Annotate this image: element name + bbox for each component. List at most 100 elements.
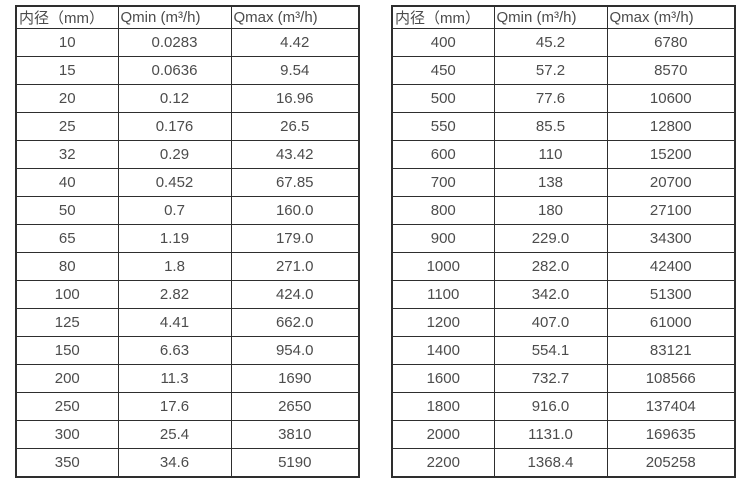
table-cell: 732.7 [493,363,608,393]
table-row: 20 0.12 16.96 [15,83,360,113]
table-cell: 150 [15,335,119,365]
table-cell: 0.12 [117,83,232,113]
table-cell: 1690 [230,363,360,393]
table-row: 1400 554.1 83121 [391,335,736,365]
table-row: 65 1.19 179.0 [15,223,360,253]
header-row: 内径（mm） Qmin (m³/h) Qmax (m³/h) [391,5,736,29]
table-cell: 43.42 [230,139,360,169]
table-cell: 160.0 [230,195,360,225]
table-cell: 662.0 [230,307,360,337]
table-row: 1800 916.0 137404 [391,391,736,421]
table-row: 2200 1368.4 205258 [391,447,736,478]
table-cell: 250 [15,391,119,421]
table-cell: 12800 [606,111,736,141]
table-cell: 15200 [606,139,736,169]
table-cell: 600 [391,139,495,169]
table-cell: 205258 [606,447,736,478]
table-row: 200 11.3 1690 [15,363,360,393]
table-cell: 25 [15,111,119,141]
table-cell: 0.452 [117,167,232,197]
column-header: Qmin (m³/h) [117,5,232,29]
table-row: 450 57.2 8570 [391,55,736,85]
table-cell: 6.63 [117,335,232,365]
table-row: 400 45.2 6780 [391,28,736,57]
table-cell: 1100 [391,279,495,309]
table-cell: 45.2 [493,28,608,57]
table-cell: 6780 [606,28,736,57]
table-cell: 0.176 [117,111,232,141]
table-cell: 20700 [606,167,736,197]
column-header: 内径（mm） [15,5,119,29]
table-cell: 954.0 [230,335,360,365]
table-cell: 3810 [230,419,360,449]
column-header: Qmax (m³/h) [606,5,736,29]
table-cell: 34.6 [117,447,232,478]
table-cell: 1.8 [117,251,232,281]
table-row: 100 2.82 424.0 [15,279,360,309]
table-cell: 85.5 [493,111,608,141]
table-cell: 100 [15,279,119,309]
table-cell: 0.7 [117,195,232,225]
table-cell: 1800 [391,391,495,421]
flow-rate-table-large-diameters: 内径（mm） Qmin (m³/h) Qmax (m³/h) 400 45.2 6780… [391,5,736,478]
table-row: 10 0.0283 4.42 [15,28,360,57]
column-header: 内径（mm） [391,5,495,29]
table-cell: 179.0 [230,223,360,253]
table-row: 800 180 27100 [391,195,736,225]
table-row: 50 0.7 160.0 [15,195,360,225]
table-cell: 9.54 [230,55,360,85]
table-cell: 51300 [606,279,736,309]
table-cell: 17.6 [117,391,232,421]
table-cell: 34300 [606,223,736,253]
table-row: 1000 282.0 42400 [391,251,736,281]
table-cell: 169635 [606,419,736,449]
table-row: 700 138 20700 [391,167,736,197]
header-row: 内径（mm） Qmin (m³/h) Qmax (m³/h) [15,5,360,29]
table-cell: 20 [15,83,119,113]
column-header: Qmax (m³/h) [230,5,360,29]
table-cell: 1368.4 [493,447,608,478]
table-cell: 229.0 [493,223,608,253]
table-cell: 80 [15,251,119,281]
table-row: 600 110 15200 [391,139,736,169]
table-cell: 110 [493,139,608,169]
table-cell: 40 [15,167,119,197]
table-cell: 2650 [230,391,360,421]
table-cell: 450 [391,55,495,85]
table-cell: 26.5 [230,111,360,141]
table-cell: 0.0636 [117,55,232,85]
table-cell: 108566 [606,363,736,393]
table-cell: 180 [493,195,608,225]
table-cell: 800 [391,195,495,225]
table-row: 900 229.0 34300 [391,223,736,253]
table-cell: 10 [15,28,119,57]
table-row: 80 1.8 271.0 [15,251,360,281]
table-row: 150 6.63 954.0 [15,335,360,365]
table-row: 1100 342.0 51300 [391,279,736,309]
table-cell: 32 [15,139,119,169]
table-row: 250 17.6 2650 [15,391,360,421]
column-header: Qmin (m³/h) [493,5,608,29]
table-cell: 200 [15,363,119,393]
table-cell: 2200 [391,447,495,478]
table-row: 350 34.6 5190 [15,447,360,478]
table-cell: 11.3 [117,363,232,393]
table-cell: 550 [391,111,495,141]
table-row: 125 4.41 662.0 [15,307,360,337]
table-cell: 400 [391,28,495,57]
table-cell: 16.96 [230,83,360,113]
table-cell: 1600 [391,363,495,393]
table-row: 2000 1131.0 169635 [391,419,736,449]
table-cell: 2.82 [117,279,232,309]
table-cell: 50 [15,195,119,225]
table-cell: 1131.0 [493,419,608,449]
table-cell: 916.0 [493,391,608,421]
table-row: 300 25.4 3810 [15,419,360,449]
flow-rate-table-small-diameters: 内径（mm） Qmin (m³/h) Qmax (m³/h) 10 0.0283 4.4… [15,5,360,478]
table-cell: 138 [493,167,608,197]
table-cell: 4.41 [117,307,232,337]
table-cell: 25.4 [117,419,232,449]
table-cell: 5190 [230,447,360,478]
table-row: 15 0.0636 9.54 [15,55,360,85]
table-cell: 27100 [606,195,736,225]
